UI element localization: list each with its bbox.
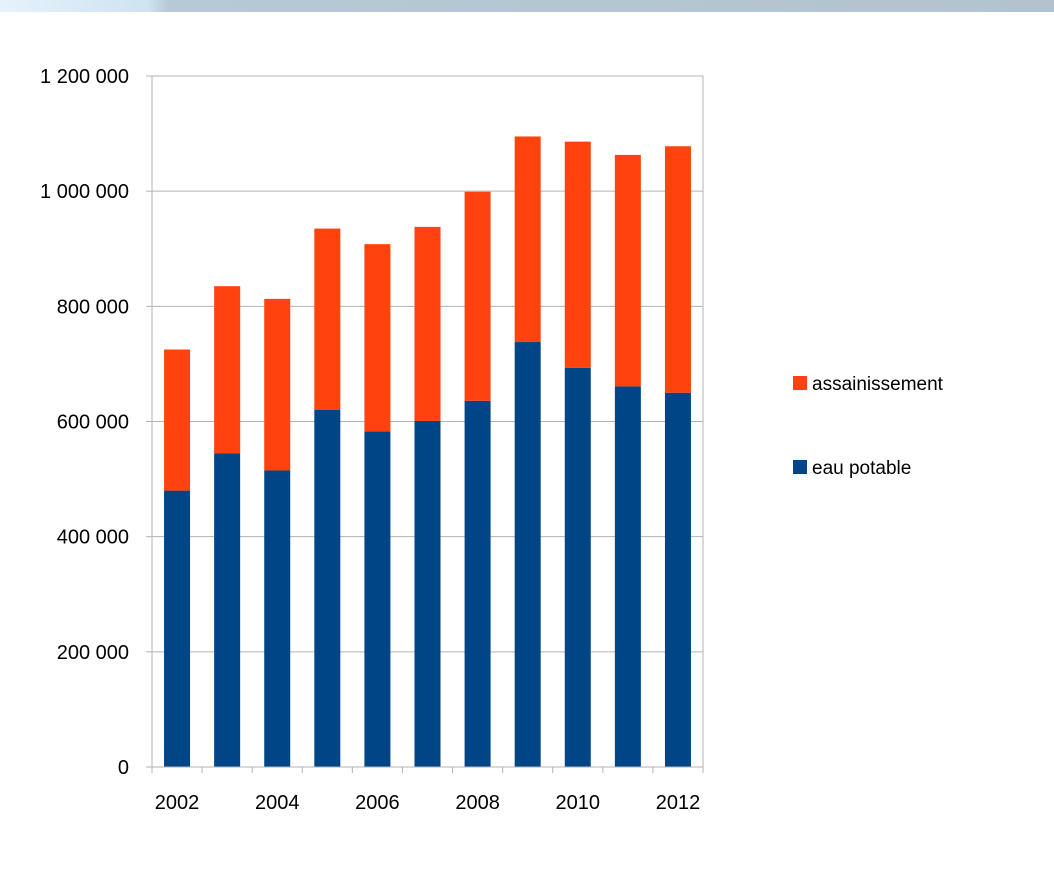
bar-assainissement-2008: [464, 191, 491, 401]
bar-eau-potable-2009: [514, 342, 541, 767]
x-tick-label: 2002: [155, 792, 200, 814]
bar-eau-potable-2003: [214, 453, 241, 767]
bar-eau-potable-2004: [264, 470, 291, 767]
x-tick-label: 2004: [255, 792, 300, 814]
legend-label: eau potable: [812, 458, 911, 479]
bar-assainissement-2005: [314, 228, 341, 410]
bar-assainissement-2012: [664, 146, 691, 393]
x-tick-label: 2008: [455, 792, 500, 814]
y-tick-label: 800 000: [57, 296, 129, 318]
legend: assainissement eau potable: [793, 374, 944, 479]
bar-eau-potable-2007: [414, 420, 441, 767]
y-tick-label: 600 000: [57, 412, 129, 434]
bar-eau-potable-2010: [564, 367, 591, 767]
bar-assainissement-2004: [264, 298, 291, 471]
legend-swatch: [793, 376, 807, 390]
bar-assainissement-2009: [514, 136, 541, 343]
x-tick-label: 2006: [355, 792, 400, 814]
bar-assainissement-2006: [364, 244, 391, 432]
window-top-band: [0, 0, 1054, 12]
y-tick-label: 200 000: [57, 642, 129, 664]
x-tick-label: 2010: [556, 792, 601, 814]
bar-assainissement-2003: [214, 286, 241, 454]
legend-label: assainissement: [812, 374, 944, 395]
bars: [164, 136, 691, 767]
bar-assainissement-2007: [414, 226, 441, 421]
axes: [146, 75, 704, 773]
x-tick-label: 2012: [656, 792, 701, 814]
y-tick-label: 0: [118, 757, 129, 779]
bar-assainissement-2002: [164, 349, 191, 491]
y-tick-label: 1 200 000: [40, 66, 129, 88]
y-tick-label: 1 000 000: [40, 181, 129, 203]
bar-assainissement-2011: [614, 154, 641, 387]
bar-eau-potable-2005: [314, 409, 341, 767]
bar-eau-potable-2002: [164, 490, 191, 767]
bar-eau-potable-2011: [614, 386, 641, 767]
legend-swatch: [793, 460, 807, 474]
bar-eau-potable-2006: [364, 431, 391, 767]
bar-eau-potable-2012: [664, 392, 691, 767]
bar-assainissement-2010: [564, 141, 591, 368]
bar-eau-potable-2008: [464, 400, 491, 767]
y-axis-tick-labels: 0 200 000 400 000 600 000 800 000 1 000 000 1 …: [40, 66, 129, 779]
x-axis-tick-labels: 2002 2004 2006 2008 2010 2012: [155, 792, 700, 814]
y-tick-label: 400 000: [57, 527, 129, 549]
